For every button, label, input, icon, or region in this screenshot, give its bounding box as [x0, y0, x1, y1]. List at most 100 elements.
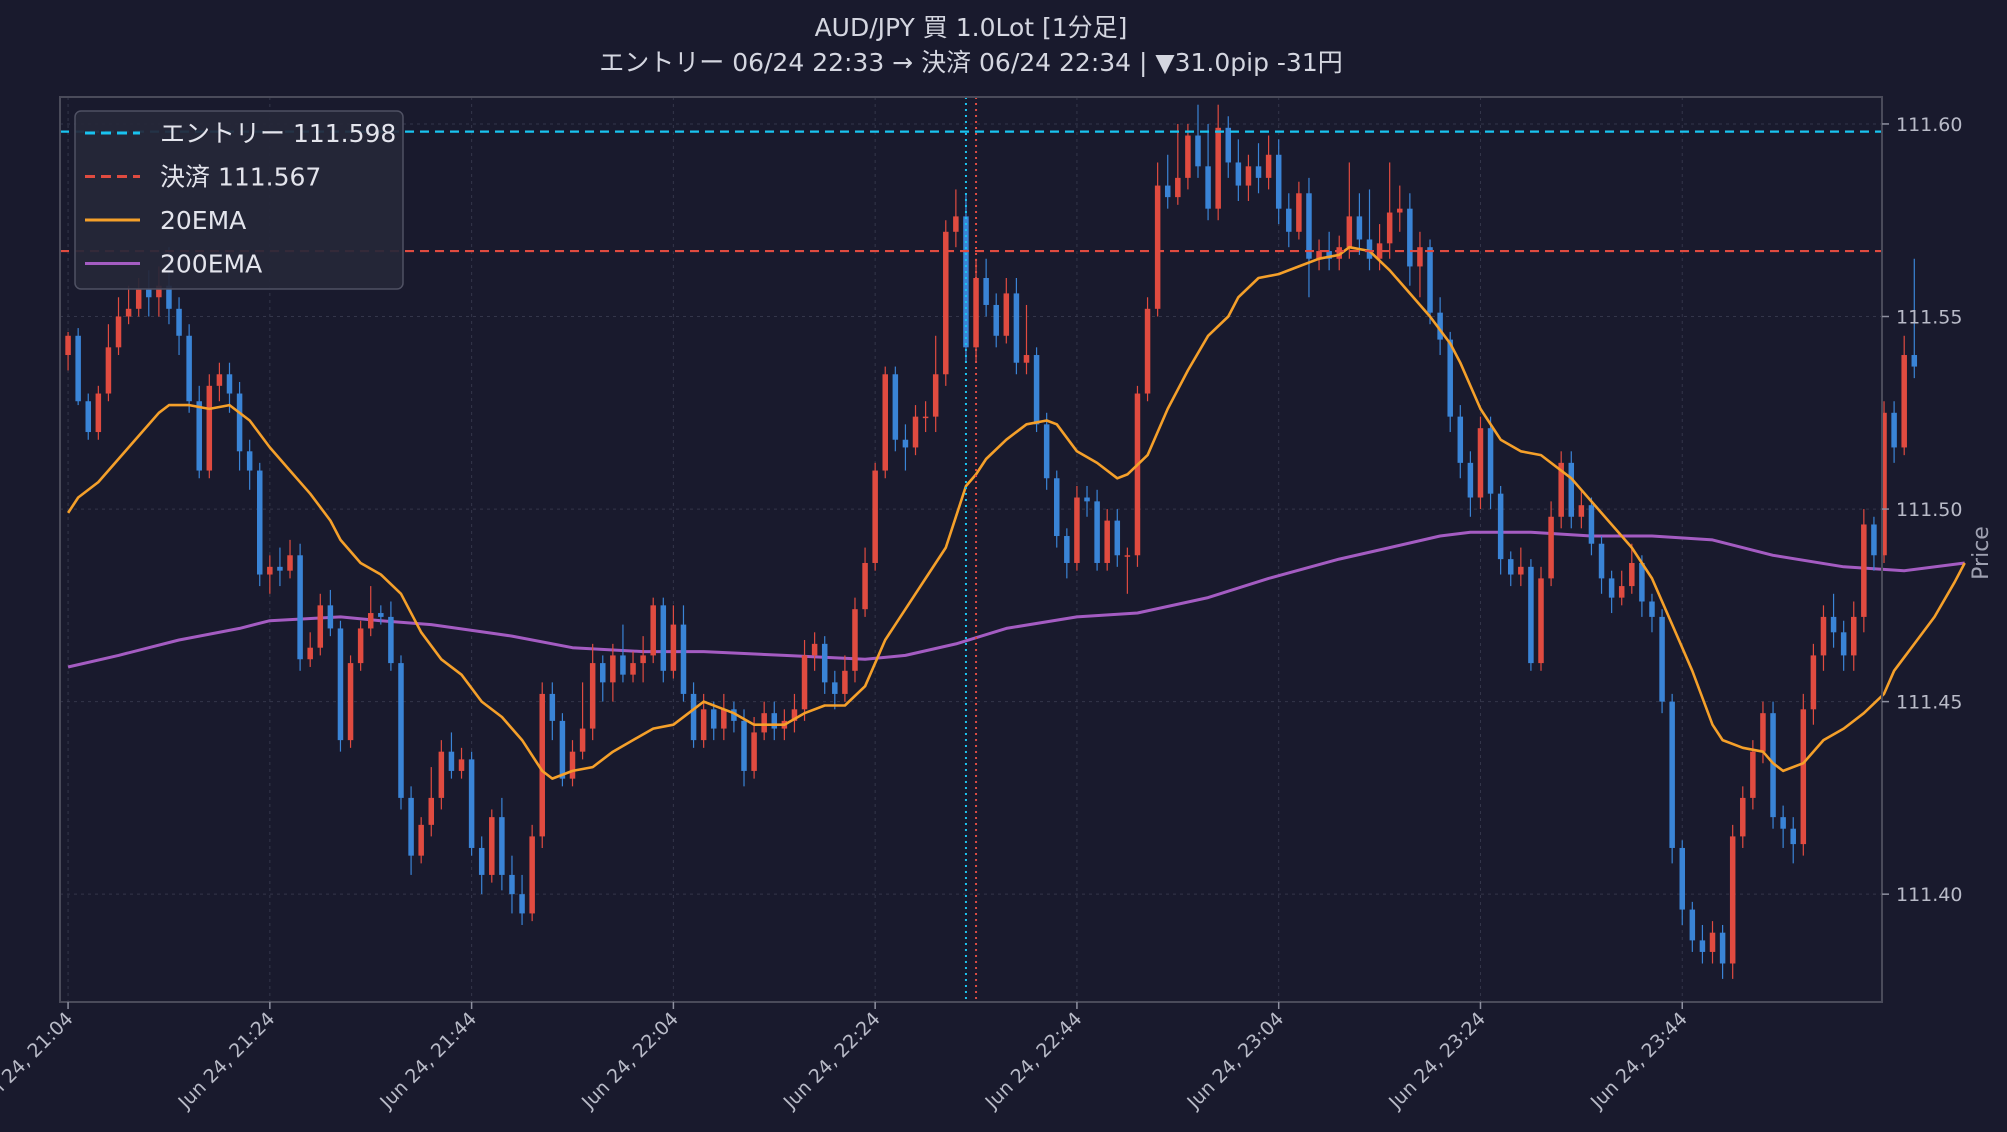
- candle-body: [1084, 497, 1090, 502]
- candle-body: [1094, 501, 1100, 563]
- candle-body: [1417, 247, 1423, 267]
- y-tick-label: 111.60: [1896, 114, 1962, 136]
- candle-body: [761, 713, 767, 733]
- candle-body: [1104, 520, 1110, 563]
- candle-body: [1457, 416, 1464, 463]
- candle-body: [1114, 520, 1121, 556]
- candle-body: [852, 609, 858, 671]
- candle-body: [1326, 251, 1332, 259]
- candle-down: [680, 605, 687, 702]
- candle-down: [993, 293, 999, 348]
- candle-body: [468, 759, 475, 848]
- candle-body: [1154, 185, 1161, 309]
- candle-down: [1588, 497, 1595, 556]
- candle-body: [388, 616, 394, 664]
- candle-down: [257, 462, 263, 587]
- candle-up: [1336, 235, 1342, 271]
- candle-up: [1861, 509, 1867, 633]
- candle-up: [287, 539, 293, 579]
- candle-body: [95, 393, 102, 433]
- candle-body: [1336, 247, 1342, 259]
- candle-body: [125, 308, 132, 317]
- candle-body: [842, 670, 848, 694]
- y-tick-label: 111.50: [1896, 499, 1962, 521]
- candle-body: [943, 231, 949, 375]
- candle-down: [297, 543, 303, 671]
- candle-up: [317, 593, 324, 656]
- candle-up: [1124, 547, 1131, 594]
- time-markers: [964, 97, 978, 1002]
- candle-down: [196, 385, 202, 479]
- candle-down: [1689, 901, 1696, 952]
- candle-body: [1740, 797, 1746, 837]
- candle-down: [1033, 347, 1040, 433]
- x-tick-label: Jun 24, 22:24: [779, 1008, 885, 1114]
- candle-down: [821, 636, 828, 694]
- candle-up: [1538, 566, 1544, 671]
- candle-up: [1750, 740, 1756, 810]
- candle-down: [1447, 331, 1453, 433]
- candle-body: [1830, 616, 1837, 633]
- candle-up: [1215, 104, 1221, 221]
- candle-up: [811, 632, 818, 671]
- candle-body: [1043, 424, 1050, 479]
- candle-up: [1144, 297, 1151, 402]
- candle-body: [1316, 251, 1322, 259]
- x-tick-label: Jun 24, 21:04: [0, 1008, 78, 1114]
- candle-body: [660, 605, 667, 671]
- ema20-series: [67, 245, 1966, 780]
- candle-body: [1840, 632, 1847, 656]
- candle-up: [791, 693, 798, 733]
- candle-up: [721, 693, 727, 741]
- candle-body: [640, 655, 646, 664]
- candle-down: [1699, 924, 1706, 964]
- candle-body: [589, 663, 596, 729]
- candle-up: [1629, 543, 1635, 594]
- candle-down: [1659, 609, 1665, 714]
- candle-body: [1477, 428, 1484, 498]
- candle-up: [862, 547, 868, 617]
- candle-body: [1548, 516, 1554, 579]
- candle-up: [801, 640, 808, 721]
- candle-down: [236, 381, 243, 471]
- candle-down: [1225, 116, 1232, 178]
- candle-body: [317, 605, 324, 648]
- candle-down: [983, 258, 989, 317]
- candle-body: [1871, 524, 1877, 556]
- candle-down: [1356, 193, 1363, 255]
- candle-body: [1588, 505, 1595, 544]
- candle-body: [1911, 355, 1918, 367]
- candle-up: [357, 620, 364, 671]
- candle-body: [1366, 239, 1373, 259]
- candle-body: [347, 663, 354, 741]
- candle-down: [75, 328, 81, 406]
- candle-down: [1840, 620, 1847, 671]
- candle-down: [741, 709, 747, 787]
- candle-up: [922, 401, 929, 433]
- candle-up: [1245, 154, 1252, 201]
- candle-body: [337, 628, 344, 741]
- candle-up: [65, 331, 71, 371]
- candle-down: [1013, 278, 1020, 375]
- y-tick-label: 111.55: [1896, 307, 1962, 329]
- x-tick-label: Jun 24, 23:44: [1586, 1008, 1692, 1114]
- legend-label: 200EMA: [160, 250, 262, 279]
- candle-down: [277, 547, 283, 587]
- candle-up: [842, 655, 848, 702]
- candle-up: [428, 767, 435, 837]
- plot-frame: [59, 96, 1883, 1003]
- candle-body: [1003, 293, 1010, 336]
- candle-up: [307, 632, 313, 667]
- candle-down: [1114, 509, 1121, 567]
- candle-body: [1064, 536, 1070, 563]
- candle-up: [852, 597, 858, 683]
- candle-body: [1891, 412, 1897, 448]
- candle-body: [1074, 497, 1080, 563]
- candle-down: [1830, 593, 1837, 648]
- candle-down: [1437, 297, 1443, 356]
- candle-down: [1780, 805, 1786, 848]
- candle-down: [499, 797, 505, 891]
- candle-body: [398, 663, 404, 798]
- candle-body: [1346, 216, 1353, 248]
